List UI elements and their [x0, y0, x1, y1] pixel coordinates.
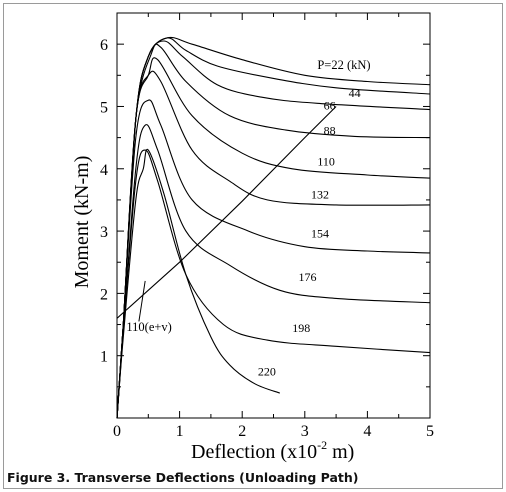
series-line-154: [116, 99, 431, 419]
y-tick-label: 4: [100, 162, 108, 179]
y-tick-label: 3: [100, 224, 108, 241]
y-tick-label: 5: [100, 99, 108, 116]
curve-label-p-22-kn: P=22 (kN): [317, 58, 370, 72]
series-line-198: [116, 149, 431, 419]
x-tick-label: 2: [238, 423, 246, 440]
curve-label-66: 66: [324, 99, 336, 113]
curve-label-110: 110: [317, 155, 335, 169]
x-tick-label: 5: [426, 423, 434, 440]
series-line-44: [116, 37, 431, 419]
axis-ticks: [116, 12, 431, 419]
y-tick-label: 6: [100, 37, 108, 54]
x-axis-label: Deflection (x10-2 m): [191, 438, 354, 463]
curve-label-176: 176: [299, 270, 317, 284]
series-line-66: [116, 40, 431, 419]
figure-caption: Figure 3. Transverse Deflections (Unload…: [7, 470, 359, 485]
x-tick-label: 1: [176, 423, 184, 440]
x-tick-labels: 0 1 2 3 4 5: [113, 423, 434, 440]
curve-label-110-e-v: 110(e+v): [126, 320, 171, 334]
plot-area: [116, 12, 431, 419]
label-leader-line: [138, 280, 146, 322]
y-tick-label: 1: [100, 349, 108, 366]
series-line-110-e-v: [116, 106, 337, 319]
curve-label-132: 132: [311, 188, 329, 202]
curve-label-44: 44: [349, 86, 361, 100]
curve-label-154: 154: [311, 226, 329, 240]
x-tick-label: 0: [113, 423, 121, 440]
curve-label-198: 198: [292, 321, 310, 335]
curve-labels: P=22 (kN) 44 66 88 110 132 154 176 198 220 110(e+v…: [126, 58, 370, 379]
x-axis-label-exponent: -2: [317, 438, 327, 452]
curve-label-220: 220: [258, 365, 276, 379]
y-tick-labels: 1 2 3 4 5 6: [100, 37, 108, 366]
series-line-p-22-kn: [116, 36, 431, 419]
y-axis-label: Moment (kN-m): [71, 156, 93, 289]
x-tick-label: 3: [301, 423, 309, 440]
x-axis-label-main: Deflection (x10: [191, 441, 317, 463]
x-axis-label-unit: m): [327, 441, 354, 463]
y-tick-label: 2: [100, 286, 108, 303]
x-tick-label: 4: [363, 423, 371, 440]
series-line-220: [116, 148, 280, 419]
series-lines: [116, 36, 431, 419]
curve-label-88: 88: [324, 124, 336, 138]
figure-frame: [3, 3, 503, 489]
series-line-88: [116, 43, 431, 419]
